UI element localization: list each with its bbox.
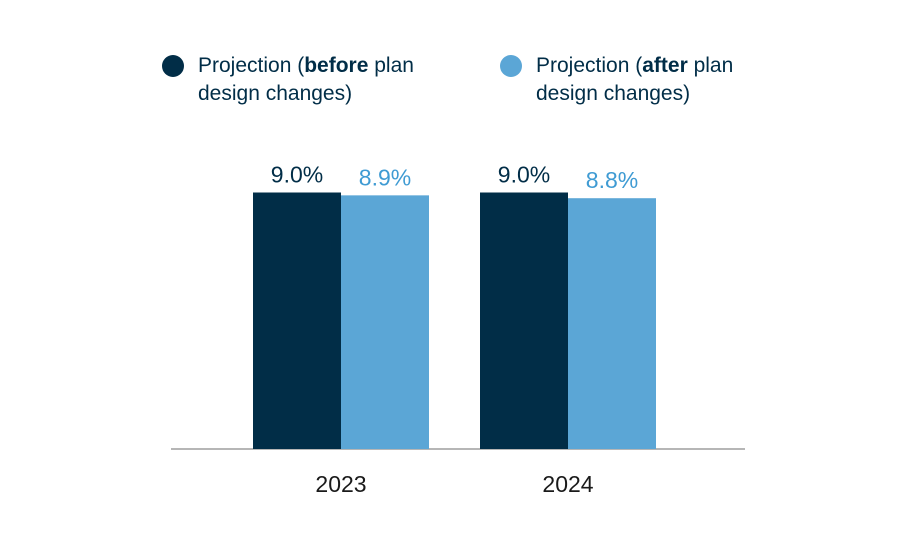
legend-label-before: Projection (before plan design changes) (198, 54, 414, 105)
legend-item-after: Projection (after plan design changes) (500, 52, 790, 108)
data-label-2024-series-1: 8.8% (586, 167, 638, 193)
bar-2024-series-0 (480, 192, 568, 449)
legend-marker-after (500, 55, 522, 77)
data-label-2023-series-0: 9.0% (271, 162, 323, 188)
legend-marker-before (162, 55, 184, 77)
x-tick-label-2024: 2024 (542, 471, 593, 497)
bar-2023-series-1 (341, 195, 429, 449)
bar-2023-series-0 (253, 192, 341, 449)
data-label-2024-series-0: 9.0% (498, 162, 550, 188)
x-tick-label-2023: 2023 (315, 471, 366, 497)
data-label-2023-series-1: 8.9% (359, 164, 411, 190)
legend-label-after: Projection (after plan design changes) (536, 54, 734, 105)
legend-item-before: Projection (before plan design changes) (162, 52, 452, 108)
bar-2024-series-1 (568, 198, 656, 449)
